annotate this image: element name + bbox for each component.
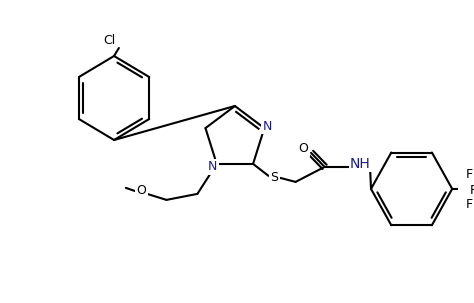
Text: O: O [299, 142, 308, 155]
Text: O: O [137, 185, 146, 197]
Text: S: S [270, 171, 278, 185]
Text: N: N [263, 120, 272, 133]
Text: F: F [466, 168, 473, 181]
Text: NH: NH [350, 157, 371, 171]
Text: N: N [208, 160, 218, 173]
Text: F: F [470, 185, 474, 197]
Text: F: F [466, 198, 473, 211]
Text: Cl: Cl [103, 35, 115, 48]
